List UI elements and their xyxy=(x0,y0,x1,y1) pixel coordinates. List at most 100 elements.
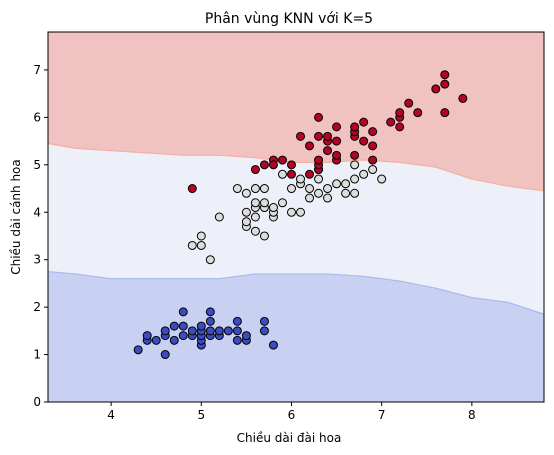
data-point-class1 xyxy=(277,198,287,208)
data-point-class1 xyxy=(286,207,296,217)
data-point-class0 xyxy=(214,326,224,336)
data-point-class0 xyxy=(205,307,215,317)
data-point-class2 xyxy=(350,150,360,160)
data-point-class1 xyxy=(277,169,287,179)
data-point-class1 xyxy=(196,240,206,250)
data-point-class2 xyxy=(286,160,296,170)
data-point-class1 xyxy=(205,255,215,265)
data-point-class0 xyxy=(169,321,179,331)
data-point-class1 xyxy=(314,188,324,198)
data-point-class2 xyxy=(440,79,450,89)
data-point-class2 xyxy=(368,155,378,165)
scatter-points xyxy=(133,70,468,360)
y-axis-label: Chiều dài cánh hoa xyxy=(9,159,23,275)
data-point-class2 xyxy=(286,169,296,179)
data-point-class0 xyxy=(259,316,269,326)
data-point-class2 xyxy=(413,108,423,118)
data-point-class0 xyxy=(178,331,188,341)
data-point-class0 xyxy=(232,326,242,336)
data-point-class2 xyxy=(305,169,315,179)
y-tick-label: 5 xyxy=(33,158,41,172)
data-point-class1 xyxy=(241,217,251,227)
data-point-class2 xyxy=(458,93,468,103)
data-point-class1 xyxy=(350,160,360,170)
chart-title: Phân vùng KNN với K=5 xyxy=(205,11,373,27)
data-point-class1 xyxy=(368,165,378,175)
data-point-class1 xyxy=(305,184,315,194)
data-point-class1 xyxy=(259,184,269,194)
data-point-class1 xyxy=(241,207,251,217)
y-tick-label: 2 xyxy=(33,300,41,314)
data-point-class0 xyxy=(160,350,170,360)
data-point-class0 xyxy=(205,316,215,326)
data-point-class1 xyxy=(286,184,296,194)
data-point-class1 xyxy=(250,198,260,208)
data-point-class1 xyxy=(377,174,387,184)
y-tick-label: 1 xyxy=(33,348,41,362)
data-point-class1 xyxy=(250,212,260,222)
data-point-class1 xyxy=(296,174,306,184)
data-point-class2 xyxy=(277,155,287,165)
data-point-class2 xyxy=(368,141,378,151)
data-point-class1 xyxy=(332,179,342,189)
data-point-class0 xyxy=(259,326,269,336)
data-point-class0 xyxy=(223,326,233,336)
region-class0 xyxy=(48,271,544,402)
data-point-class0 xyxy=(268,340,278,350)
data-point-class0 xyxy=(142,331,152,341)
y-axis-ticks: 0 1 2 3 4 5 6 7 xyxy=(33,63,48,409)
region-class1 xyxy=(48,143,544,315)
data-point-class2 xyxy=(332,122,342,132)
data-point-class1 xyxy=(232,184,242,194)
y-tick-label: 3 xyxy=(33,253,41,267)
data-point-class1 xyxy=(250,184,260,194)
data-point-class0 xyxy=(151,335,161,345)
data-point-class2 xyxy=(350,122,360,132)
data-point-class1 xyxy=(196,231,206,241)
x-tick-label: 7 xyxy=(378,408,386,422)
x-tick-label: 5 xyxy=(197,408,205,422)
data-point-class1 xyxy=(323,184,333,194)
x-tick-label: 8 xyxy=(468,408,476,422)
data-point-class2 xyxy=(431,84,441,94)
data-point-class1 xyxy=(341,179,351,189)
data-point-class0 xyxy=(133,345,143,355)
data-point-class0 xyxy=(169,335,179,345)
data-point-class2 xyxy=(296,131,306,141)
data-point-class1 xyxy=(187,240,197,250)
data-point-class1 xyxy=(259,198,269,208)
x-tick-label: 6 xyxy=(288,408,296,422)
data-point-class2 xyxy=(314,131,324,141)
data-point-class1 xyxy=(268,203,278,213)
data-point-class2 xyxy=(440,108,450,118)
data-point-class1 xyxy=(250,226,260,236)
data-point-class2 xyxy=(268,160,278,170)
data-point-class2 xyxy=(386,117,396,127)
y-tick-label: 6 xyxy=(33,110,41,124)
data-point-class1 xyxy=(350,174,360,184)
data-point-class1 xyxy=(341,188,351,198)
data-point-class2 xyxy=(314,155,324,165)
y-tick-label: 0 xyxy=(33,395,41,409)
data-point-class0 xyxy=(196,321,206,331)
data-point-class1 xyxy=(323,193,333,203)
data-point-class1 xyxy=(214,212,224,222)
x-axis-ticks: 4 5 6 7 8 xyxy=(107,402,476,422)
data-point-class2 xyxy=(332,136,342,146)
data-point-class2 xyxy=(440,70,450,80)
data-point-class2 xyxy=(395,122,405,132)
data-point-class2 xyxy=(404,98,414,108)
data-point-class1 xyxy=(359,169,369,179)
data-point-class2 xyxy=(187,184,197,194)
data-point-class2 xyxy=(368,127,378,137)
data-point-class2 xyxy=(359,136,369,146)
data-point-class2 xyxy=(250,165,260,175)
data-point-class2 xyxy=(395,108,405,118)
data-point-class2 xyxy=(359,117,369,127)
data-point-class2 xyxy=(305,141,315,151)
data-point-class0 xyxy=(178,307,188,317)
region-class2 xyxy=(48,32,544,191)
data-point-class2 xyxy=(259,160,269,170)
x-tick-label: 4 xyxy=(107,408,115,422)
